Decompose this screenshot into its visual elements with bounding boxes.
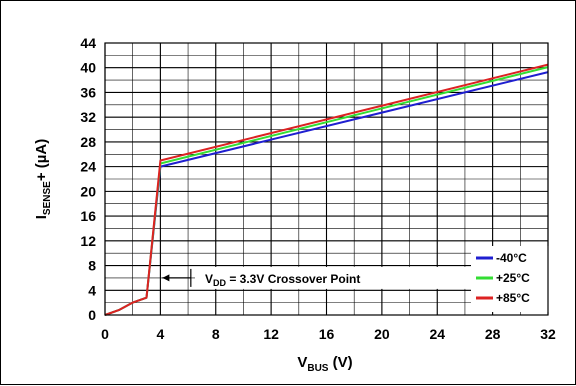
x-tick-label: 20 <box>374 326 390 342</box>
y-tick-label: 24 <box>80 159 96 175</box>
y-tick-label: 32 <box>80 109 96 125</box>
annotation-box <box>194 266 497 289</box>
y-tick-label: 8 <box>88 258 96 274</box>
x-tick-label: 24 <box>429 326 445 342</box>
x-tick-label: 32 <box>540 326 556 342</box>
x-tick-label: 4 <box>156 326 164 342</box>
plot-border <box>104 42 549 316</box>
legend-label: -40°C <box>496 251 527 265</box>
y-tick-label: 28 <box>80 134 96 150</box>
x-axis-title: VBUS (V) <box>297 354 352 374</box>
annotation-arrowhead <box>162 274 170 282</box>
y-tick-label: 44 <box>80 35 96 51</box>
annotation-layer: VDD = 3.3V Crossover Point <box>162 266 497 289</box>
legend-label: +25°C <box>496 271 530 285</box>
x-tick-label: 0 <box>101 326 109 342</box>
y-tick-label: 36 <box>80 84 96 100</box>
x-tick-label: 12 <box>263 326 279 342</box>
series-line-2 <box>104 63 549 316</box>
series-layer <box>104 63 549 316</box>
y-tick-label: 0 <box>88 307 96 323</box>
y-axis-title: ISENSE+ (µA) <box>33 139 53 219</box>
y-tick-label: 20 <box>80 183 96 199</box>
y-tick-label: 12 <box>80 233 96 249</box>
x-tick-label: 28 <box>485 326 501 342</box>
legend: -40°C +25°C +85°C <box>471 246 549 312</box>
tick-labels: 0 4 8 12 16 20 24 28 32 0 4 8 12 16 20 24 28 32 36 40 44 <box>80 35 556 342</box>
y-tick-label: 40 <box>80 60 96 76</box>
legend-label: +85°C <box>496 291 530 305</box>
annotation-label: VDD = 3.3V Crossover Point <box>205 272 360 288</box>
y-tick-label: 4 <box>88 282 96 298</box>
x-tick-label: 8 <box>212 326 220 342</box>
y-tick-label: 16 <box>80 208 96 224</box>
x-tick-label: 16 <box>319 326 335 342</box>
